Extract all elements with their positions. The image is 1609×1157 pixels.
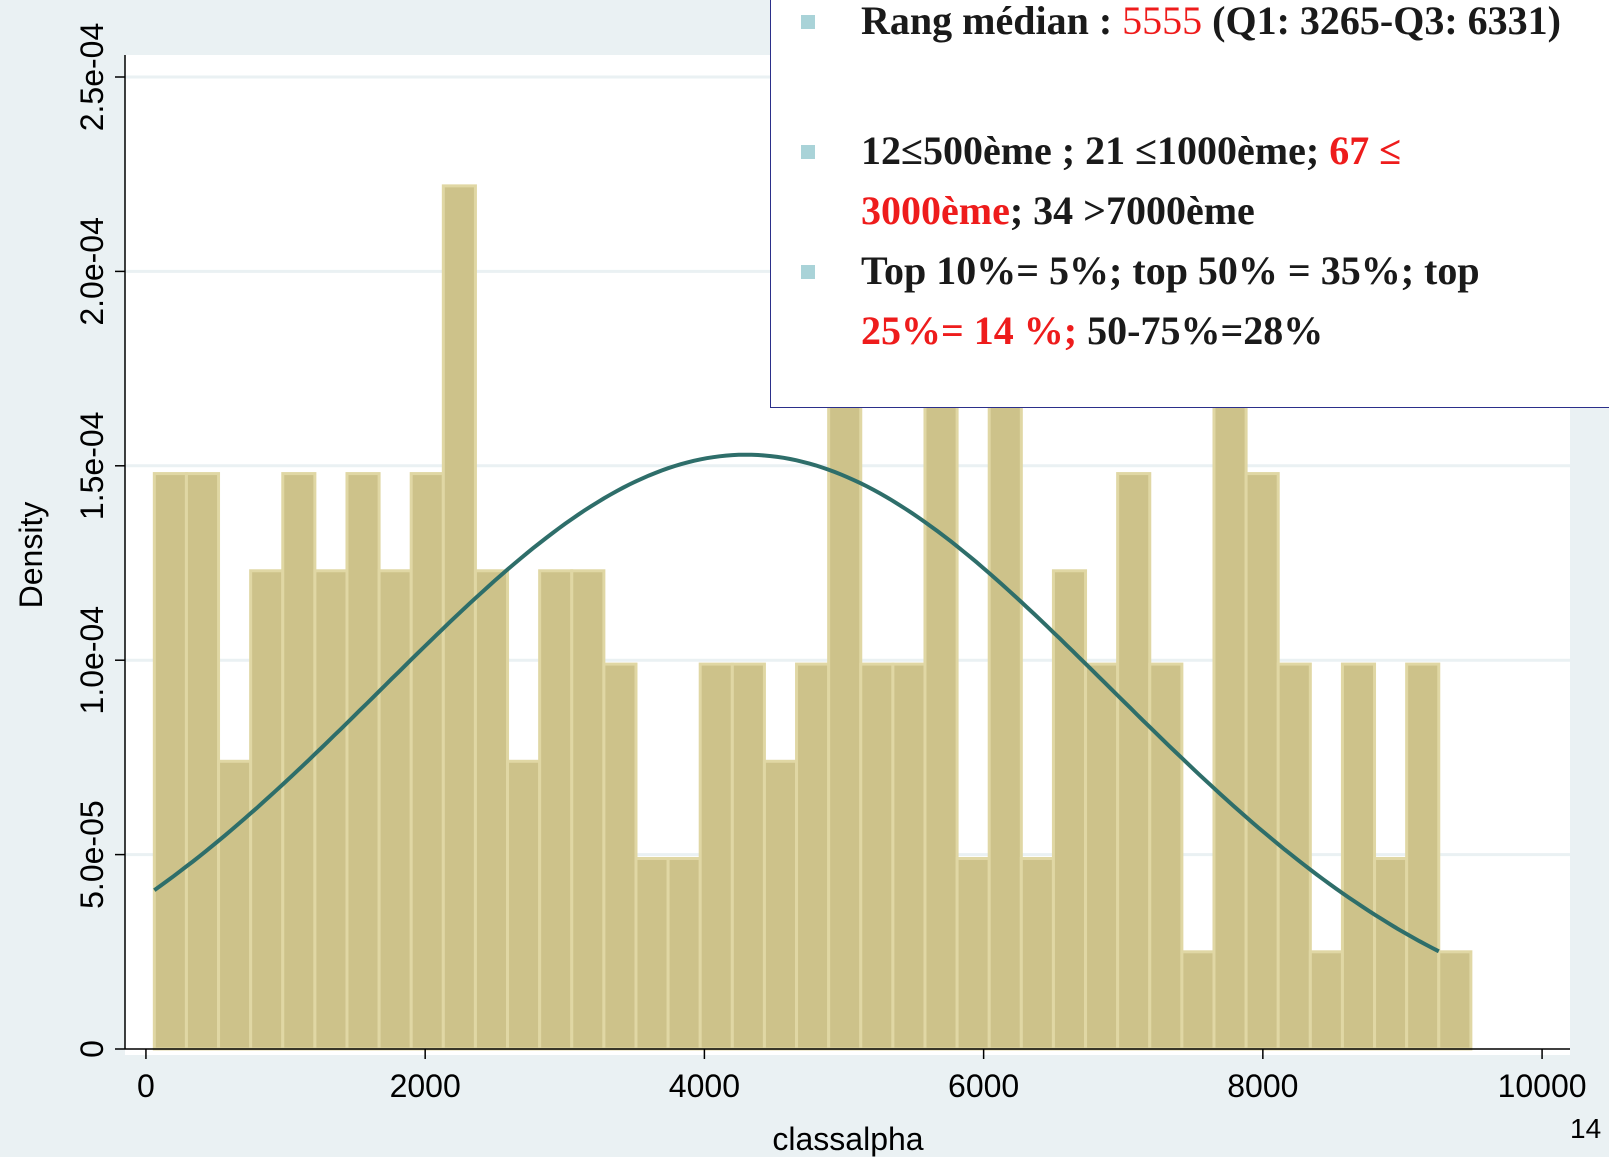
histogram-bar [1212,374,1248,1051]
histogram-bar [184,472,221,1051]
annotation-box: Rang médian : 5555 (Q1: 3265-Q3: 6331) 1… [770,0,1609,408]
histogram-bar [152,472,188,1051]
histogram-bar [538,569,574,1051]
histogram-bar [506,759,542,1051]
normal-density-curve [153,452,1440,954]
annotation-median-label: Rang médian : [861,0,1123,43]
histogram-bar [409,472,445,1051]
axes [124,55,1570,1050]
y-tick-label: 0 [74,1040,110,1058]
bullet-square-icon [801,15,815,29]
histogram-bar [762,759,799,1051]
histogram-bar [441,184,477,1051]
histogram-bar [698,662,734,1051]
x-axis-title: classalpha [772,1121,923,1157]
histogram-bar [1019,856,1055,1051]
histogram-bar [473,569,510,1051]
histogram-bar [1051,569,1088,1051]
axis-ticks: 0 2000 4000 6000 8000 10000 0 5.0e-05 1.0e-04 1.5… [74,23,1587,1104]
x-tick-label: 2000 [390,1068,461,1104]
histogram-bar [634,856,670,1051]
histogram-bar [1405,662,1441,1051]
histogram-bar [1308,950,1344,1051]
annotation-item-top: Top 10%= 5%; top 50% = 35%; top 25%= 14 … [801,241,1561,361]
histogram-bar [602,662,638,1051]
histogram-bar [570,569,606,1051]
y-tick-label: 2.5e-04 [74,23,110,132]
x-tick-label: 4000 [669,1068,740,1104]
bullet-square-icon [801,265,815,279]
x-tick-label: 0 [137,1068,155,1104]
histogram-bar [923,374,959,1051]
histogram-bar [859,662,895,1051]
histogram-bar [1148,662,1184,1051]
histogram-bar [891,662,927,1051]
histogram-bar [827,374,863,1051]
histogram-bar [377,569,413,1051]
histogram-bar [795,662,831,1051]
annotation-median-value: 5555 [1122,0,1203,43]
annotation-item-ranks: 12≤500ème ; 21 ≤1000ème; 67 ≤ 3000ème; 3… [801,121,1561,241]
histogram-bar [1437,950,1473,1051]
histogram-bar [1244,472,1280,1051]
y-tick-label: 1.0e-04 [74,606,110,715]
x-tick-label: 10000 [1498,1068,1587,1104]
y-tick-label: 5.0e-05 [74,800,110,909]
annotation-ranks-c: ; 34 >7000ème [1009,188,1255,233]
annotation-top-highlight: 25%= 14 %; [861,308,1078,353]
page-number: 14 [1570,1113,1602,1144]
y-axis-title: Density [13,502,49,609]
x-tick-label: 8000 [1227,1068,1298,1104]
histogram-bar [313,569,349,1051]
annotation-ranks-highlight: 67 ≤ 3000ème [861,128,1402,233]
histogram-bar [1180,950,1216,1051]
histogram-bar [1116,472,1152,1051]
histogram-bar [1340,662,1377,1051]
y-tick-label: 1.5e-04 [74,412,110,521]
histogram-bar [1373,856,1409,1051]
histogram-bar [730,662,766,1051]
annotation-quartiles: (Q1: 3265-Q3: 6331) [1202,0,1561,43]
x-tick-label: 6000 [948,1068,1019,1104]
annotation-ranks-a: 12≤500ème ; 21 ≤1000ème; [861,128,1330,173]
histogram-bar [345,472,381,1051]
histogram-bar [987,374,1023,1051]
annotation-top-a: Top 10%= 5%; top 50% = 35%; top [861,248,1480,293]
y-tick-label: 2.0e-04 [74,217,110,326]
histogram-bar [1084,662,1120,1051]
histogram-bar [666,856,702,1051]
histogram-bar [955,856,991,1051]
bullet-square-icon [801,145,815,159]
annotation-top-c: 50-75%=28% [1077,308,1324,353]
annotation-item-median: Rang médian : 5555 (Q1: 3265-Q3: 6331) [801,0,1561,51]
histogram-bar [217,759,253,1051]
